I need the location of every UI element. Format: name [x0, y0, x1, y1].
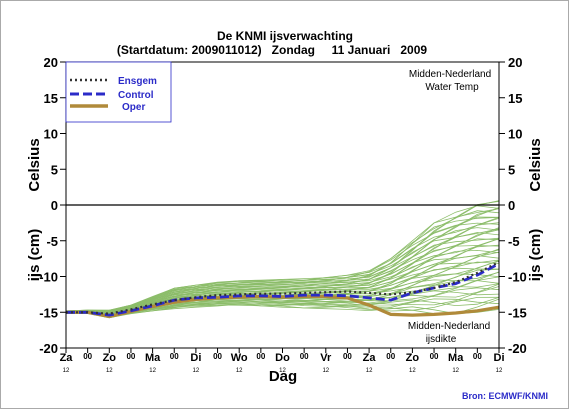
source-credit: Bron: ECMWF/KNMI: [462, 391, 548, 401]
x-axis: Za 00 Zo 00 Ma 00 Di 00 Wo 00 Do 00 Vr 00 Za 00 Zo 00 Ma 00…: [60, 348, 505, 374]
y-tick-label-right: -20: [508, 341, 527, 356]
x-axis-label: Dag: [269, 368, 297, 385]
ensemble-member-line: [65, 227, 500, 313]
x-tick-label: Zo: [103, 352, 117, 364]
x-tick-label: Ma: [145, 352, 161, 364]
legend: Ensgem Control Oper: [65, 61, 172, 123]
y-tick-label-left: -10: [39, 270, 58, 285]
x-sub-tick-label: 12: [409, 368, 416, 374]
y-axis-left: 20 15 10 5 0 -5 -10 -15 -20: [39, 55, 66, 356]
legend-box: [65, 61, 172, 123]
x-tick-label: Do: [275, 352, 290, 364]
y-tick-label-left: 0: [51, 198, 58, 213]
y-tick-label-left: 15: [44, 91, 58, 106]
y-tick-label-left: -5: [46, 234, 58, 249]
y-tick-label-left: -15: [39, 305, 58, 320]
x-tick-label: Wo: [231, 352, 248, 364]
ensemble-member-line: [65, 216, 500, 313]
ensemble-member-line: [65, 232, 500, 314]
y-tick-label-left: 5: [51, 162, 58, 177]
x-tick-label: 00: [300, 352, 309, 361]
x-sub-tick-label: 12: [279, 368, 286, 374]
x-tick-label: Di: [190, 352, 201, 364]
x-sub-tick-label: 12: [106, 368, 113, 374]
y-tick-label-right: -10: [508, 270, 527, 285]
y-label-ice-right: ijs (cm): [527, 229, 544, 282]
x-tick-label: Di: [494, 352, 505, 364]
x-tick-label: 00: [126, 352, 135, 361]
x-tick-label: Za: [363, 352, 377, 364]
x-tick-label: Za: [60, 352, 74, 364]
x-sub-tick-label: 12: [149, 368, 156, 374]
ensemble-member-line: [65, 208, 500, 312]
x-sub-tick-label: 12: [366, 368, 373, 374]
y-tick-label-right: -5: [508, 234, 520, 249]
y-tick-label-right: 20: [508, 55, 522, 70]
y-tick-label-left: 20: [44, 55, 58, 70]
ensemble-member-line: [65, 200, 500, 312]
ensemble-member-line: [66, 298, 500, 319]
ensemble-members: [65, 200, 500, 319]
x-tick-label: Zo: [406, 352, 420, 364]
x-tick-label: Ma: [448, 352, 464, 364]
y-tick-label-right: 15: [508, 91, 522, 106]
y-label-celsius-left: Celsius: [26, 138, 43, 191]
x-tick-label: 00: [170, 352, 179, 361]
x-sub-tick-label: 12: [452, 368, 459, 374]
chart-subtitle: (Startdatum: 2009011012) Zondag 11 Janua…: [117, 43, 427, 57]
y-label-celsius-right: Celsius: [527, 138, 544, 191]
ensemble-member-line: [65, 238, 500, 314]
chart-title: De KNMI ijsverwachting: [217, 29, 353, 43]
series-line-control: [66, 262, 500, 317]
ensemble-member-line: [65, 200, 500, 312]
x-sub-tick-label: 12: [193, 368, 200, 374]
legend-label-ensgem: Ensgem: [118, 76, 157, 87]
y-tick-label-left: -20: [39, 341, 58, 356]
ensemble-member-line: [66, 286, 500, 318]
series-lines: [66, 261, 500, 319]
annotation-bottom-right-line1: Midden-Nederland: [408, 321, 490, 332]
x-sub-tick-label: 12: [322, 368, 329, 374]
x-tick-label: 00: [386, 352, 395, 361]
y-axis-right: 20 15 10 5 0 -5 -10 -15 -20: [499, 55, 527, 356]
y-tick-label-left: 10: [44, 127, 58, 142]
y-tick-label-right: 10: [508, 127, 522, 142]
x-tick-label: 00: [343, 352, 352, 361]
y-tick-label-right: 5: [508, 162, 515, 177]
x-tick-label: Vr: [320, 352, 332, 364]
x-tick-label: 00: [473, 352, 482, 361]
annotation-bottom-right-bg: [400, 319, 498, 332]
legend-label-control: Control: [118, 90, 154, 101]
annotation-bottom-right-line2: ijsdikte: [426, 334, 457, 345]
x-tick-label: 00: [83, 352, 92, 361]
x-sub-tick-label: 12: [236, 368, 243, 374]
x-tick-label: 00: [430, 352, 439, 361]
x-sub-tick-label: 12: [496, 368, 503, 374]
y-label-ice-left: ijs (cm): [26, 229, 43, 282]
x-tick-label: 00: [213, 352, 222, 361]
x-tick-label: 00: [256, 352, 265, 361]
annotation-top-right-line2: Water Temp: [425, 82, 479, 93]
legend-label-oper: Oper: [122, 102, 145, 113]
annotation-top-right-line1: Midden-Nederland: [409, 69, 491, 80]
y-tick-label-right: -15: [508, 305, 527, 320]
x-sub-tick-label: 12: [63, 368, 70, 374]
y-tick-label-right: 0: [508, 198, 515, 213]
